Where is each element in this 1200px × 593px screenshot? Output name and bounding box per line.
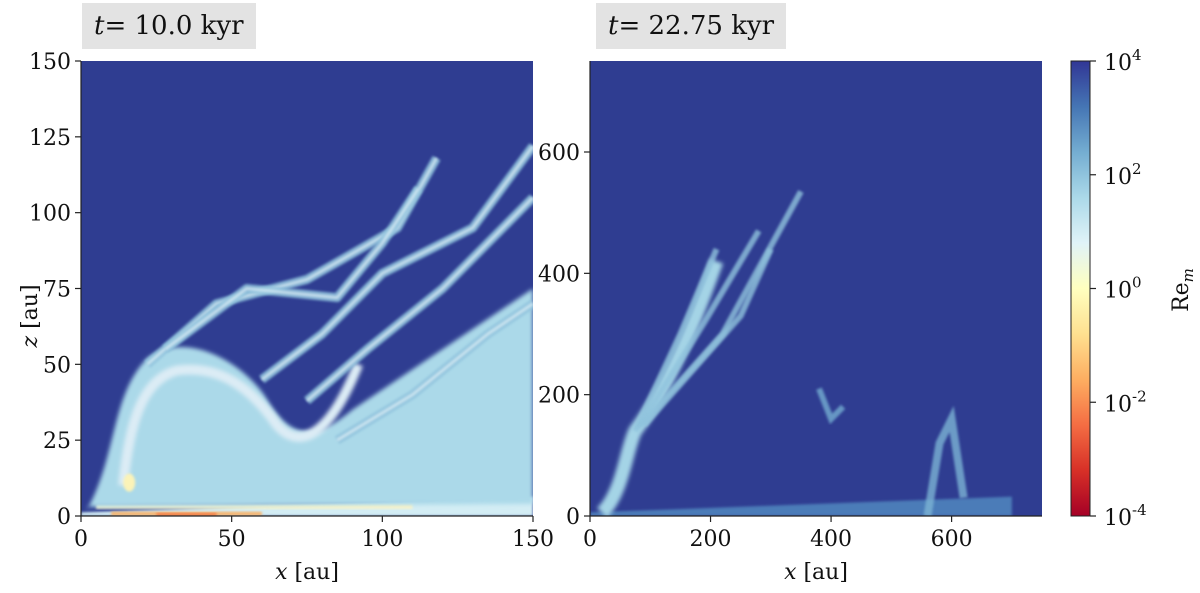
disk-midplane <box>590 496 1012 516</box>
x-tick-label: 200 <box>690 527 732 552</box>
colorbar-tick-label: 104 <box>1104 46 1142 76</box>
panel-1-title-value: = 10.0 kyr <box>104 11 244 41</box>
y-tick-label: 600 <box>538 141 580 166</box>
colorbar-tick-exp: 0 <box>1132 274 1142 292</box>
y-tick-label: 100 <box>29 202 71 227</box>
y-tick-label: 0 <box>57 505 71 530</box>
x-axis-label-var: x <box>784 560 797 585</box>
x-tick-label: 0 <box>74 527 88 552</box>
x-axis-label-var: x <box>275 560 288 585</box>
colorbar-tick-base: 10 <box>1104 392 1132 417</box>
x-axis-label-unit: [au] <box>796 560 847 585</box>
y-tick-label: 50 <box>43 353 71 378</box>
colorbar-tick-label: 10-4 <box>1104 501 1147 531</box>
x-axis-label-unit: [au] <box>287 560 338 585</box>
y-axis-label-unit: [au] <box>18 284 43 335</box>
colorbar-tick-exp: -2 <box>1132 387 1147 405</box>
x-tick-label: 0 <box>583 527 597 552</box>
y-tick-label: 200 <box>538 384 580 409</box>
panel-2-background <box>590 61 1042 516</box>
y-tick-label: 0 <box>566 505 580 530</box>
x-axis-label: x [au] <box>784 560 848 585</box>
colorbar-tick-label: 102 <box>1104 160 1142 190</box>
panel-2: 0 200 400 600 0 200 400 600 x [au] <box>538 61 1042 585</box>
x-tick-label: 600 <box>931 527 973 552</box>
y-tick-label: 150 <box>29 50 71 75</box>
panel-2-axes: 0 200 400 600 0 200 400 600 x [au] <box>538 61 1042 585</box>
outflow-jet <box>596 189 968 516</box>
x-tick-label: 150 <box>512 527 554 552</box>
colorbar-tick-label: 10-2 <box>1104 387 1147 417</box>
colorbar-label-sub: m <box>1179 268 1197 282</box>
x-axis-label: x [au] <box>275 560 339 585</box>
colorbar-label-base: Re <box>1169 282 1194 312</box>
colorbar-tick-base: 10 <box>1104 506 1132 531</box>
colorbar-gradient <box>1070 60 1091 517</box>
outflow-filaments <box>144 143 533 445</box>
x-tick-label: 400 <box>810 527 852 552</box>
x-tick-label: 100 <box>361 527 403 552</box>
panel-2-title: t= 22.75 kyr <box>596 3 787 49</box>
panel-2-title-value: = 22.75 kyr <box>618 11 775 41</box>
y-tick-label: 75 <box>43 278 71 303</box>
y-tick-label: 125 <box>29 126 71 151</box>
colorbar-tick-exp: 4 <box>1132 46 1142 64</box>
colorbar-tick-exp: 2 <box>1132 160 1142 178</box>
y-axis-label: z [au] <box>18 284 43 348</box>
colorbar-tick-exp: -4 <box>1132 501 1147 519</box>
cavity-lobe <box>87 288 533 510</box>
colorbar-label: Rem <box>1169 268 1197 312</box>
y-tick-label: 25 <box>43 429 71 454</box>
panel-2-title-var: t <box>608 11 619 41</box>
panel-2-field <box>590 189 1012 516</box>
panel-1-title: t= 10.0 kyr <box>82 3 256 49</box>
x-tick-label: 50 <box>218 527 246 552</box>
y-tick-label: 400 <box>538 262 580 287</box>
panel-1-title-var: t <box>94 11 105 41</box>
colorbar-tick-base: 10 <box>1104 51 1132 76</box>
panel-1-field <box>81 143 533 516</box>
colorbar-tick-base: 10 <box>1104 165 1132 190</box>
colorbar-tick-label: 100 <box>1104 274 1142 304</box>
y-axis-label-var: z <box>18 336 43 349</box>
colorbar-tick-base: 10 <box>1104 279 1132 304</box>
